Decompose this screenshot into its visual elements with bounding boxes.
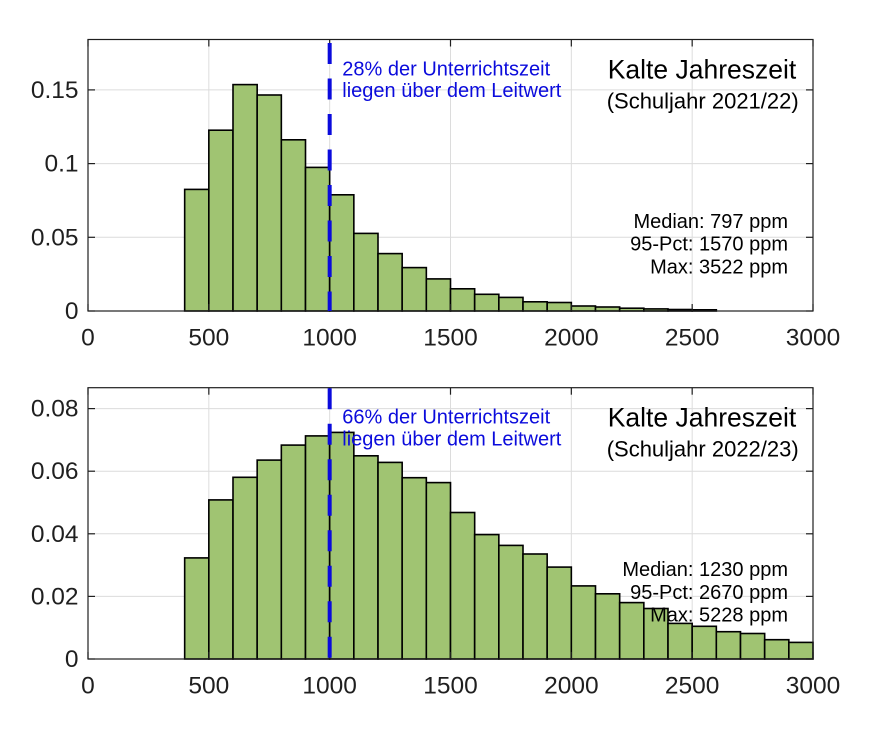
svg-text:3000: 3000 [786,325,841,352]
svg-text:3000: 3000 [786,673,841,700]
svg-text:Max: 5228 ppm: Max: 5228 ppm [650,605,788,627]
svg-text:0: 0 [65,298,79,325]
svg-text:1000: 1000 [302,673,357,700]
svg-text:1500: 1500 [423,325,478,352]
svg-text:0.1: 0.1 [44,151,78,178]
svg-text:66% der Unterrichtszeit: 66% der Unterrichtszeit [342,407,550,429]
svg-text:0.08: 0.08 [31,396,79,423]
svg-text:liegen über dem Leitwert: liegen über dem Leitwert [342,428,561,450]
svg-text:1000: 1000 [302,325,357,352]
svg-text:95-Pct: 2670 ppm: 95-Pct: 2670 ppm [630,582,788,604]
svg-text:Max: 3522 ppm: Max: 3522 ppm [650,256,788,278]
svg-text:2500: 2500 [665,673,720,700]
svg-text:Kalte Jahreszeit: Kalte Jahreszeit [608,54,797,84]
svg-text:2000: 2000 [544,325,599,352]
svg-text:(Schuljahr 2022/23): (Schuljahr 2022/23) [607,437,799,462]
svg-text:1500: 1500 [423,673,478,700]
svg-text:95-Pct: 1570 ppm: 95-Pct: 1570 ppm [630,234,788,256]
svg-text:500: 500 [188,325,229,352]
svg-text:2000: 2000 [544,673,599,700]
svg-text:500: 500 [188,673,229,700]
svg-text:0.06: 0.06 [31,458,79,485]
svg-text:0.05: 0.05 [31,224,79,251]
svg-text:0: 0 [81,673,95,700]
svg-text:liegen über dem Leitwert: liegen über dem Leitwert [342,80,561,102]
svg-text:0: 0 [81,325,95,352]
svg-text:28% der Unterrichtszeit: 28% der Unterrichtszeit [342,58,550,80]
svg-text:0.02: 0.02 [31,583,79,610]
svg-text:(Schuljahr 2021/22): (Schuljahr 2021/22) [607,88,799,113]
svg-text:2500: 2500 [665,325,720,352]
svg-text:Median: 1230 ppm: Median: 1230 ppm [622,559,788,581]
svg-text:0: 0 [65,646,79,673]
svg-text:Kalte Jahreszeit: Kalte Jahreszeit [608,403,797,433]
svg-text:Median: 797 ppm: Median: 797 ppm [633,211,788,233]
svg-text:0.15: 0.15 [31,77,79,104]
svg-text:0.04: 0.04 [31,521,79,548]
